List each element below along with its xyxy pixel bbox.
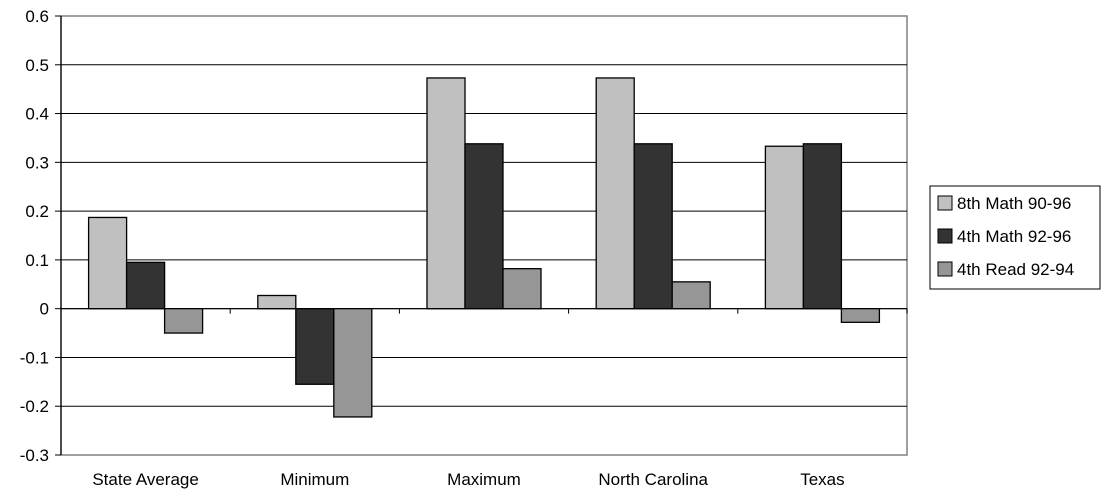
bar-3 xyxy=(840,308,881,323)
y-tick-label: 0.2 xyxy=(25,202,49,221)
bar-2 xyxy=(633,143,673,310)
bar-1 xyxy=(595,77,635,310)
x-category-label: North Carolina xyxy=(598,470,708,489)
bar-1 xyxy=(426,77,466,310)
y-tick-label: 0 xyxy=(40,300,49,319)
y-tick-label: 0.4 xyxy=(25,105,49,124)
bar-2 xyxy=(802,143,843,310)
y-tick-label: -0.3 xyxy=(20,446,49,465)
bar-1 xyxy=(87,216,128,310)
y-tick-label: -0.2 xyxy=(20,397,49,416)
x-category-label: Minimum xyxy=(280,470,349,489)
y-tick-label: -0.1 xyxy=(20,348,49,367)
legend: 8th Math 90-96 4th Math 92-96 4th Read 92-… xyxy=(929,185,1101,290)
bar-3 xyxy=(502,268,542,310)
bar-3 xyxy=(333,308,373,418)
bar-3 xyxy=(163,308,204,334)
bars xyxy=(87,77,881,418)
legend-label: 8th Math 90-96 xyxy=(957,194,1071,213)
bar-2 xyxy=(125,261,166,310)
x-category-label: Texas xyxy=(800,470,844,489)
bar-1 xyxy=(764,145,805,310)
y-tick-label: 0.5 xyxy=(25,56,49,75)
bar-3 xyxy=(671,281,711,310)
axis-labels: -0.3 -0.2 -0.1 0 0.1 0.2 0.3 0.4 0.5 0.6 State Ave… xyxy=(20,7,845,489)
bar-1 xyxy=(257,294,297,310)
legend-swatch xyxy=(937,228,953,244)
legend-label: 4th Read 92-94 xyxy=(957,260,1074,279)
bar-2 xyxy=(464,143,504,310)
legend-box xyxy=(929,185,1101,290)
legend-label: 4th Math 92-96 xyxy=(957,227,1071,246)
y-tick-label: 0.6 xyxy=(25,7,49,26)
legend-swatch xyxy=(937,261,953,277)
bar-2 xyxy=(295,308,335,385)
x-category-label: State Average xyxy=(92,470,199,489)
legend-swatch xyxy=(937,195,953,211)
x-category-label: Maximum xyxy=(447,470,521,489)
y-tick-label: 0.3 xyxy=(25,153,49,172)
y-tick-label: 0.1 xyxy=(25,251,49,270)
